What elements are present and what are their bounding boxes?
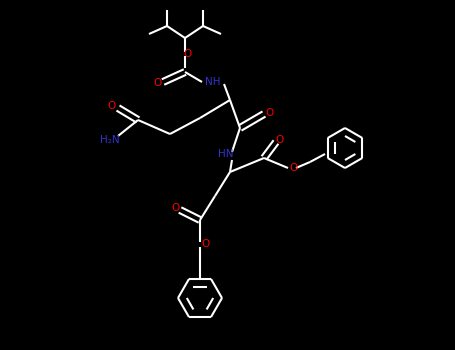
Text: O: O [201, 239, 209, 249]
Text: NH: NH [205, 77, 221, 87]
Text: H₂N: H₂N [100, 135, 120, 145]
Text: O: O [289, 163, 297, 173]
Text: O: O [171, 203, 179, 213]
Text: O: O [184, 49, 192, 59]
Text: O: O [276, 135, 284, 145]
Text: HN: HN [218, 149, 234, 159]
Text: O: O [153, 78, 161, 88]
Text: O: O [108, 101, 116, 111]
Text: O: O [265, 108, 273, 118]
